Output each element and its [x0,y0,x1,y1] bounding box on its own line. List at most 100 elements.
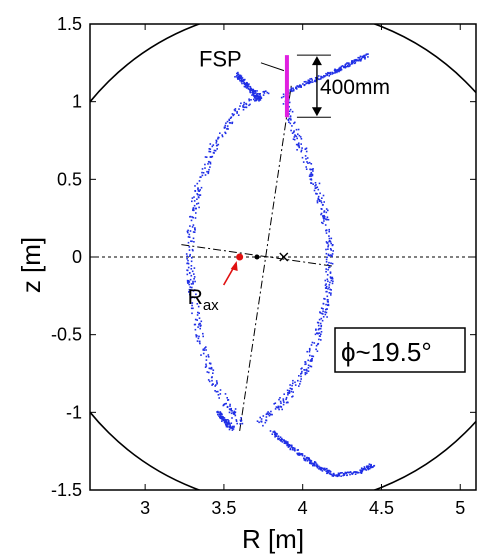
data-point [286,441,289,443]
data-point [328,286,330,289]
data-point [189,225,191,227]
data-point [325,285,328,288]
data-point [305,368,308,371]
data-point [318,318,321,321]
data-point [309,365,312,367]
data-point [316,465,318,467]
data-point [331,282,334,285]
data-point [316,464,319,466]
data-point [342,65,345,68]
data-point [291,132,294,134]
data-point [194,318,197,321]
data-point [316,350,319,352]
data-point [328,469,330,472]
data-point [310,460,313,462]
data-point [222,416,224,418]
data-point [339,472,341,475]
data-point [190,289,193,291]
data-point [323,211,325,213]
data-point [231,113,234,115]
data-point [307,364,310,367]
data-point [331,262,334,265]
data-point [221,418,223,420]
data-point [189,253,191,256]
data-point [251,94,253,96]
data-point [232,114,234,117]
data-point [196,314,199,316]
data-point [200,320,203,323]
data-point [249,89,251,92]
data-point [192,283,194,285]
data-point [298,85,301,87]
data-point [243,106,246,109]
data-point [238,77,241,79]
data-point [325,470,327,472]
data-point [328,230,330,233]
data-point [328,235,330,237]
data-point [300,149,303,152]
data-point [225,425,228,428]
data-point [190,268,193,270]
data-point [347,62,350,64]
data-point [314,185,316,187]
data-point [301,453,304,455]
data-point [335,474,338,476]
data-point [195,207,197,210]
data-point [330,249,332,251]
data-point [205,349,207,351]
data-point [301,156,304,159]
data-point [289,444,291,447]
data-point [191,302,194,304]
data-point [268,414,271,417]
data-point [369,465,372,468]
data-point [233,113,235,116]
data-point [304,84,306,86]
data-point [290,119,292,121]
data-point [205,355,208,358]
data-point [204,156,207,158]
data-point [249,85,251,88]
data-point [294,135,297,137]
data-point [197,305,200,308]
data-point [320,208,323,210]
data-point [320,212,323,215]
data-point [196,182,199,185]
data-point [327,288,329,290]
data-point [195,335,198,338]
data-point [245,81,248,84]
data-point [199,325,202,327]
data-point [198,206,200,209]
data-point [221,420,223,422]
data-point [360,472,363,474]
data-point [239,77,242,80]
data-point [224,421,226,423]
data-point [300,150,302,153]
data-point [370,464,372,467]
data-point [312,183,314,185]
data-point [307,457,310,459]
data-point [267,411,269,413]
data-point [292,379,294,382]
data-point [325,211,328,214]
data-point [192,237,195,240]
data-point [215,380,218,382]
data-point [208,148,211,150]
data-point [329,266,331,268]
data-point [298,454,301,456]
data-point [289,89,291,91]
data-point [304,373,307,376]
data-point [329,73,332,75]
data-point [303,459,306,461]
data-point [188,288,191,291]
data-point [327,218,330,221]
data-point [291,110,294,113]
data-point [190,260,193,263]
data-point [336,71,338,74]
data-point [196,193,198,195]
data-point [229,408,232,411]
data-point [350,63,353,65]
data-point [226,125,229,127]
data-point [311,174,314,177]
data-point [298,134,301,137]
data-point [336,475,339,478]
